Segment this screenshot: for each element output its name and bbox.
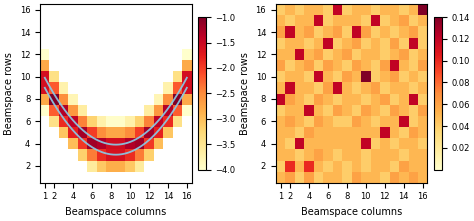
X-axis label: Beamspace columns: Beamspace columns <box>301 207 402 217</box>
X-axis label: Beamspace columns: Beamspace columns <box>65 207 166 217</box>
Y-axis label: Beamspace rows: Beamspace rows <box>240 52 250 135</box>
Y-axis label: Beamspace rows: Beamspace rows <box>4 52 14 135</box>
